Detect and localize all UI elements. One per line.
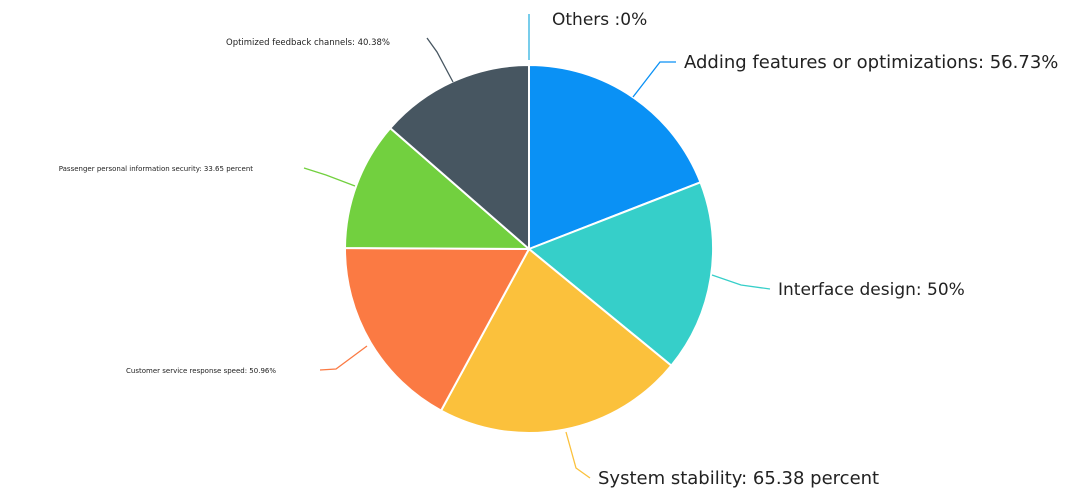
leader-line-system-stability bbox=[565, 431, 591, 479]
leader-line-adding-features-or-optimizations bbox=[632, 61, 676, 98]
pie-slice-adding-features-or-optimizations bbox=[528, 63, 702, 251]
pie-slice-interface-design bbox=[527, 180, 714, 368]
slice-label-passenger-personal-information-security: Passenger personal information security:… bbox=[59, 165, 254, 173]
pie-slice-system-stability bbox=[439, 247, 673, 434]
slice-label-customer-service-response-speed: Customer service response speed: 50.96% bbox=[126, 367, 276, 375]
pie-slice-passenger-personal-information-security bbox=[343, 126, 532, 251]
leader-line-passenger-personal-information-security bbox=[303, 167, 356, 187]
slice-label-system-stability: System stability: 65.38 percent bbox=[598, 468, 879, 489]
slice-labels: Others :0% Adding features or optimizatio… bbox=[59, 10, 1059, 489]
leader-line-customer-service-response-speed bbox=[319, 345, 368, 371]
slice-label-others: Others :0% bbox=[552, 10, 647, 30]
pie-slice-customer-service-response-speed bbox=[343, 247, 531, 412]
leader-line-optimized-feedback-channels bbox=[426, 37, 454, 83]
leader-lines bbox=[303, 14, 771, 479]
slice-label-optimized-feedback-channels: Optimized feedback channels: 40.38% bbox=[226, 38, 390, 48]
slice-label-interface-design: Interface design: 50% bbox=[778, 280, 965, 300]
pie-slices bbox=[343, 63, 714, 434]
leader-line-interface-design bbox=[711, 274, 771, 290]
slice-label-adding-features-or-optimizations: Adding features or optimizations: 56.73% bbox=[684, 52, 1058, 73]
